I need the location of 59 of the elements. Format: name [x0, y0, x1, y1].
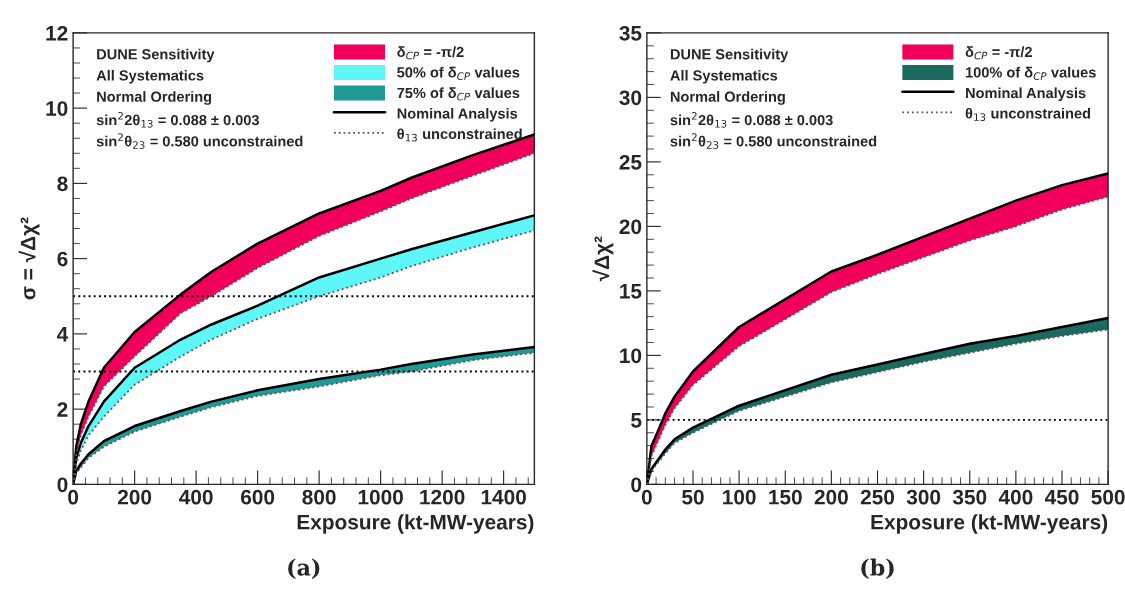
x-tick-label: 500: [1091, 489, 1125, 505]
y-tick-label: 10: [620, 348, 642, 364]
y-tick-label: 30: [619, 90, 642, 106]
annotation: Normal Ordering: [670, 91, 785, 105]
x-tick-label: 200: [117, 489, 152, 505]
x-tick-label: 100: [723, 489, 756, 505]
legend-label: δ$_{CP}$ = -π/2: [397, 46, 464, 60]
annotation: Normal Ordering: [97, 91, 212, 105]
x-axis-title: Exposure (kt-MW-years): [871, 514, 1108, 534]
y-tick-label: 15: [620, 284, 642, 299]
x-tick-label: 150: [769, 489, 802, 505]
x-tick-label: 600: [241, 489, 275, 505]
legend-label: θ$_{13}$ unconstrained: [397, 128, 522, 142]
y-tick-label: 0: [57, 477, 68, 493]
x-tick-label: 200: [814, 489, 848, 505]
y-tick-label: 20: [619, 219, 642, 235]
x-tick-label: 0: [641, 489, 652, 505]
annotation: sin$^{2}$θ$_{23}$ = 0.580 unconstrained: [670, 133, 877, 149]
legend-label: δ$_{CP}$ = -π/2: [965, 46, 1032, 60]
text: (b): [861, 558, 894, 579]
legend-label: 75% of δ$_{CP}$ values: [397, 87, 520, 101]
annotation: DUNE Sensitivity: [97, 48, 215, 63]
x-tick-label: 400: [998, 489, 1033, 505]
annotation: sin$^{2}$θ$_{23}$ = 0.580 unconstrained: [96, 133, 303, 149]
x-tick-label: 50: [682, 489, 704, 505]
y-tick-label: 8: [57, 176, 68, 192]
y-tick-label: 2: [57, 402, 68, 417]
x-tick-label: 1400: [481, 489, 526, 505]
y-tick-label: 5: [631, 413, 642, 428]
x-tick-label: 0: [68, 489, 79, 505]
x-tick-label: 450: [1044, 489, 1079, 505]
x-tick-label: 1200: [420, 489, 465, 505]
legend-label: Nominal Analysis: [397, 107, 518, 122]
x-tick-label: 350: [952, 489, 987, 505]
legend-label: 100% of δ$_{CP}$ values: [965, 66, 1096, 80]
x-tick-label: 400: [179, 489, 213, 505]
legend-label: Nominal Analysis: [966, 87, 1086, 102]
annotation: All Systematics: [96, 69, 204, 84]
legend-label: θ$_{13}$ unconstrained: [965, 107, 1091, 121]
annotation: DUNE Sensitivity: [670, 48, 789, 63]
y-tick-label: 25: [619, 154, 642, 170]
y-tick-label: 35: [619, 25, 642, 41]
annotation: sin$^{2}$2θ$_{13}$ = 0.088 ± 0.003: [96, 111, 259, 128]
x-tick-label: 1000: [358, 489, 403, 505]
legend-label: 50% of δ$_{CP}$ values: [397, 66, 520, 80]
x-tick-label: 250: [860, 489, 895, 505]
text: (a): [288, 558, 320, 579]
x-tick-label: 800: [302, 489, 336, 505]
y-tick-label: 0: [631, 477, 642, 493]
y-tick-label: 4: [56, 327, 69, 342]
annotation: sin$^{2}$2θ$_{13}$ = 0.088 ± 0.003: [670, 111, 833, 128]
y-axis-title: √Δχ²: [592, 236, 614, 282]
y-tick-label: 10: [46, 101, 68, 116]
y-tick-label: 12: [46, 25, 68, 41]
annotation: All Systematics: [670, 69, 778, 84]
y-tick-label: 6: [57, 251, 68, 267]
x-axis-title: Exposure (kt-MW-years): [297, 514, 534, 534]
y-axis-title: σ = √Δχ²: [18, 217, 40, 300]
x-tick-label: 300: [906, 489, 941, 505]
